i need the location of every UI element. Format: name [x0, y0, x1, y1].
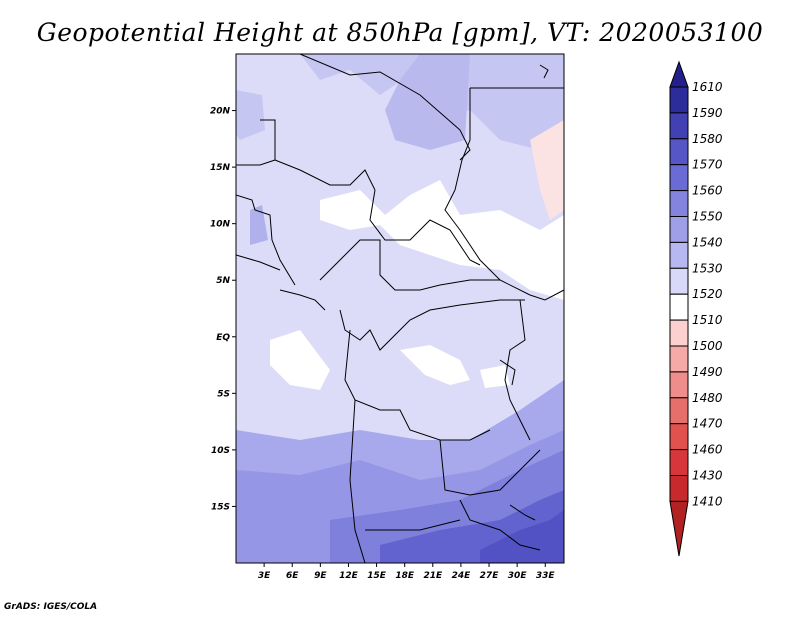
colorbar-bottom-arrow: [669, 500, 689, 557]
border-chad-sudan: [444, 88, 531, 296]
colorbar-label: 1410: [692, 494, 723, 508]
colorbar-label: 1570: [692, 158, 723, 172]
country-borders: [236, 54, 564, 563]
field-central-white-mid: [400, 345, 470, 385]
colorbar-box: [669, 267, 689, 295]
field-central-white-north: [320, 180, 564, 300]
x-tick-label: 30E: [508, 571, 528, 581]
colorbar-box: [669, 345, 689, 373]
field-west-core: [250, 205, 268, 245]
colorbar-label: 1610: [692, 80, 723, 94]
colorbar-box: [669, 216, 689, 243]
colorbar-label: 1460: [692, 443, 723, 457]
field-west-band: [236, 90, 265, 140]
border-zimbabwe: [459, 499, 541, 551]
border-libya-niger: [299, 54, 471, 161]
colorbar-box: [669, 423, 689, 451]
border-nigeria-chad: [369, 189, 481, 266]
chart-title: Geopotential Height at 850hPa [gpm], VT:…: [36, 18, 764, 47]
x-tick-label: 15E: [367, 571, 387, 581]
field-north-band: [236, 54, 564, 150]
field-southeast-deep: [480, 510, 564, 563]
border-uganda: [529, 289, 564, 301]
y-tick-label: EQ: [216, 333, 230, 343]
colorbar-box: [669, 164, 689, 192]
colorbar-box: [669, 475, 689, 502]
map-frame: [235, 53, 565, 564]
border-ghana: [236, 194, 296, 286]
coast-gulf: [279, 289, 326, 311]
colorbar-label: 1560: [692, 184, 723, 198]
colorbar-box: [669, 138, 689, 166]
y-tick-label: 10S: [211, 446, 230, 456]
colorbar-label: 1490: [692, 365, 723, 379]
x-tick-label: 27E: [480, 571, 500, 581]
border-congo: [339, 299, 525, 351]
colorbar-label: 1470: [692, 417, 723, 431]
colorbar-label: 1480: [692, 391, 723, 405]
field-central-white-east: [480, 365, 510, 388]
field-ne-pink: [530, 120, 564, 220]
colorbar-label: 1590: [692, 106, 723, 120]
border-zambia: [439, 439, 541, 496]
x-tick-label: 18E: [395, 571, 415, 581]
colorbar-box: [669, 319, 689, 347]
colorbar-top-arrow: [669, 60, 689, 88]
y-tick-label: 5S: [217, 389, 230, 399]
border-mali-niger: [260, 119, 376, 191]
colorbar-label: 1500: [692, 339, 723, 353]
colorbar-label: 1430: [692, 469, 723, 483]
lake-tanganyika: [499, 359, 516, 386]
border-car: [319, 239, 500, 291]
colorbar-box: [669, 371, 689, 399]
y-tick-label: 20N: [210, 107, 231, 117]
colorbar-box: [669, 449, 689, 477]
colorbar-label: 1510: [692, 313, 723, 327]
colorbar-box: [669, 397, 689, 425]
x-tick-label: 21E: [423, 571, 443, 581]
colorbar-label: 1530: [692, 261, 723, 275]
colorbar-label: 1520: [692, 287, 723, 301]
colorbar: 1610 1590 1580 1570 1560 1550 1540 1530 1520 1510…: [669, 60, 723, 557]
border-namibia: [365, 519, 461, 531]
y-tick-label: 15N: [210, 163, 231, 173]
height-field: [236, 54, 564, 563]
colorbar-label: 1550: [692, 210, 723, 224]
y-tick-label: 5N: [216, 276, 230, 286]
y-axis: 20N 15N 10N 5N EQ 5S 10S 15S: [210, 107, 236, 512]
border-angola-west: [349, 399, 366, 563]
y-tick-label: 10N: [210, 220, 231, 230]
colorbar-box: [669, 293, 689, 321]
x-tick-label: 3E: [258, 571, 271, 581]
x-tick-label: 9E: [314, 571, 327, 581]
border-burkina: [236, 159, 276, 166]
colorbar-label: 1580: [692, 132, 723, 146]
colorbar-box: [669, 190, 689, 218]
colorbar-box: [669, 241, 689, 269]
colorbar-box: [669, 86, 689, 114]
border-lakes: [504, 299, 531, 441]
border-drc-south: [344, 329, 491, 441]
x-tick-label: 24E: [452, 571, 472, 581]
colorbar-label: 1540: [692, 235, 723, 249]
grads-credit: GrADS: IGES/COLA: [4, 602, 98, 612]
x-tick-label: 12E: [339, 571, 359, 581]
x-tick-label: 6E: [286, 571, 299, 581]
lake-malawi: [509, 504, 536, 521]
x-axis: 3E 6E 9E 12E 15E 18E 21E 24E 27E 30E 33E: [258, 563, 556, 581]
colorbar-box: [669, 112, 689, 140]
coast-west: [236, 254, 281, 271]
x-tick-label: 33E: [536, 571, 556, 581]
field-central-white-west: [270, 330, 330, 390]
y-tick-label: 15S: [211, 502, 230, 512]
border-red-sea: [539, 64, 549, 79]
